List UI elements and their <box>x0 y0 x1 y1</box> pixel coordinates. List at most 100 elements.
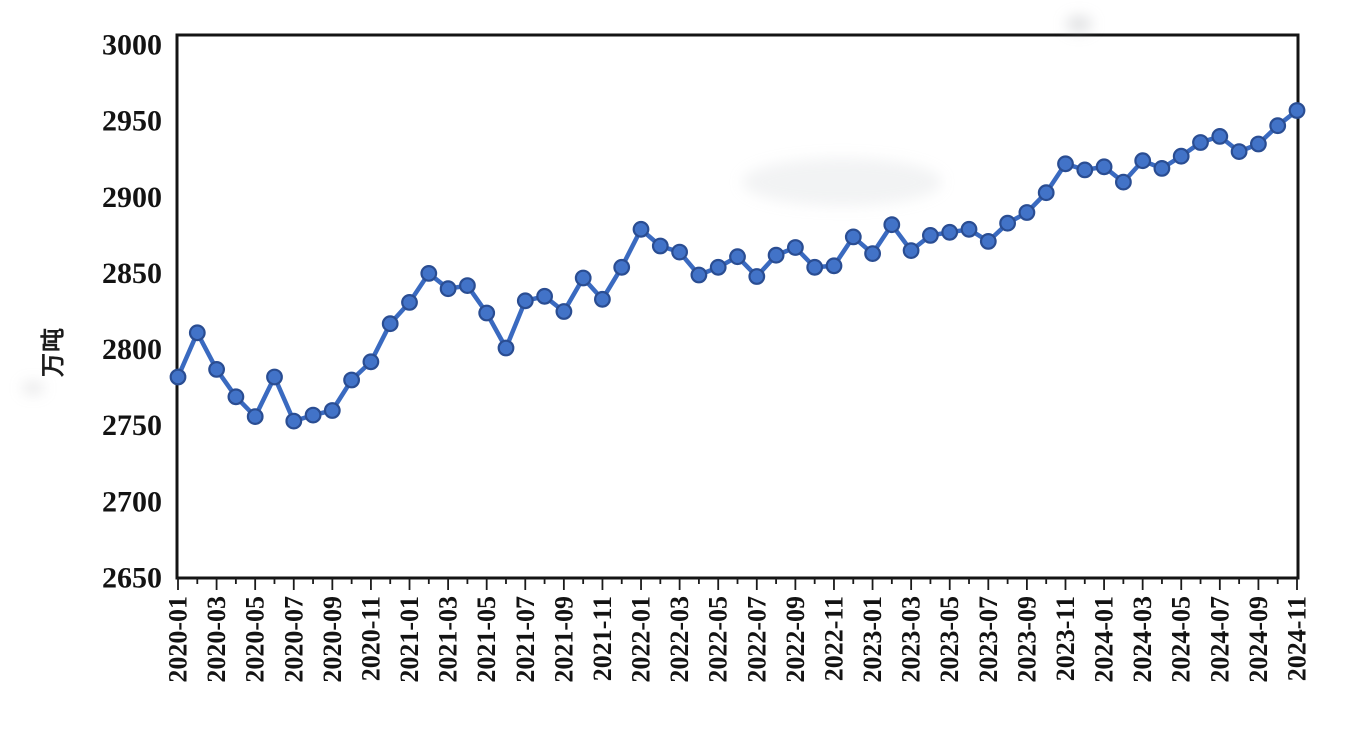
data-point-marker <box>825 257 843 275</box>
x-tick-label: 2020-05 <box>241 596 270 683</box>
data-point-marker <box>420 265 438 282</box>
data-point-marker <box>323 402 341 419</box>
data-point-marker <box>748 268 766 285</box>
data-point-marker <box>902 242 920 260</box>
data-point-marker <box>401 294 418 311</box>
x-tick-label: 2024-11 <box>1283 596 1312 681</box>
data-point-marker <box>979 232 997 250</box>
data-point-marker <box>459 277 476 295</box>
data-point-marker <box>188 324 206 342</box>
data-point-marker <box>1269 117 1287 135</box>
data-point-marker <box>304 406 322 424</box>
x-tick-label: 2022-07 <box>742 596 771 683</box>
data-point-marker <box>362 353 380 371</box>
data-point-marker <box>1095 158 1113 176</box>
data-point-marker <box>246 408 264 426</box>
x-tick-label: 2020-09 <box>318 596 347 683</box>
data-point-marker <box>787 239 804 256</box>
data-point-marker <box>960 220 978 238</box>
data-point-marker <box>729 248 746 266</box>
data-point-marker <box>227 388 245 406</box>
x-tick-label: 2022-11 <box>819 596 848 681</box>
data-point-marker <box>1153 159 1171 177</box>
x-tick-label: 2020-03 <box>202 596 231 683</box>
y-tick-label: 2750 <box>102 409 162 442</box>
x-tick-label: 2020-07 <box>279 596 308 683</box>
x-tick-label: 2020-11 <box>356 596 385 681</box>
x-tick-label: 2023-07 <box>974 596 1003 683</box>
data-point-marker <box>536 287 553 305</box>
x-tick-label: 2023-09 <box>1012 596 1041 683</box>
data-point-marker <box>1172 147 1190 165</box>
data-point-marker <box>690 266 708 284</box>
x-tick-label: 2023-03 <box>897 596 926 683</box>
y-tick-label: 2700 <box>102 485 162 518</box>
y-tick-label: 2900 <box>102 181 162 214</box>
data-point-marker <box>439 280 457 298</box>
data-point-marker <box>613 258 631 276</box>
data-point-marker <box>1018 204 1036 221</box>
data-point-marker <box>922 226 939 244</box>
data-point-marker <box>478 304 496 322</box>
x-tick-label: 2022-09 <box>781 596 810 683</box>
data-point-marker <box>1249 135 1267 153</box>
data-point-marker <box>169 368 187 386</box>
data-point-marker <box>1230 143 1248 161</box>
axes-frame <box>175 33 1300 580</box>
data-point-marker <box>343 371 361 389</box>
data-point-marker <box>864 245 881 263</box>
x-tick-label: 2021-03 <box>434 596 463 683</box>
data-point-marker <box>1037 184 1055 202</box>
y-tick-label: 3000 <box>102 29 162 62</box>
x-tick-label: 2024-01 <box>1090 596 1119 683</box>
data-point-marker <box>381 315 399 333</box>
y-tick-label: 2650 <box>102 562 162 595</box>
data-point-marker <box>1192 134 1209 151</box>
x-tick-label: 2021-05 <box>472 596 501 683</box>
data-point-marker <box>651 237 669 255</box>
data-point-marker <box>671 243 688 261</box>
x-tick-label: 2021-01 <box>395 596 424 683</box>
data-point-marker <box>806 258 824 276</box>
data-point-marker <box>1211 127 1229 145</box>
data-point-marker <box>516 292 534 310</box>
x-tick-label: 2023-05 <box>935 596 964 683</box>
x-tick-label: 2022-01 <box>627 596 656 683</box>
x-tick-label: 2024-09 <box>1244 596 1273 683</box>
data-point-marker <box>266 368 283 386</box>
data-point-marker <box>1076 161 1094 179</box>
data-point-marker <box>285 412 303 430</box>
y-tick-label: 2950 <box>102 105 162 138</box>
x-tick-label: 2024-07 <box>1205 596 1234 683</box>
data-point-marker <box>555 303 573 320</box>
x-tick-label: 2024-03 <box>1128 596 1157 683</box>
data-point-marker <box>1134 152 1152 170</box>
x-tick-label: 2022-03 <box>665 596 694 683</box>
x-tick-label: 2021-11 <box>588 596 617 681</box>
x-tick-label: 2022-05 <box>704 596 733 683</box>
data-point-marker <box>574 269 592 287</box>
x-tick-label: 2023-01 <box>858 596 887 683</box>
y-tick-label: 2800 <box>102 333 162 366</box>
data-point-marker <box>767 246 785 264</box>
data-point-marker <box>999 214 1016 232</box>
y-tick-label: 2850 <box>102 257 162 290</box>
x-tick-label: 2023-11 <box>1051 596 1080 681</box>
x-tick-label: 2024-05 <box>1167 596 1196 683</box>
data-point-marker <box>1057 155 1074 173</box>
data-point-marker <box>883 216 901 234</box>
x-tick-label: 2021-09 <box>549 596 578 683</box>
x-tick-label: 2020-01 <box>164 596 193 683</box>
x-tick-label: 2021-07 <box>511 596 540 683</box>
data-point-marker <box>844 228 862 246</box>
data-point-marker <box>632 220 650 238</box>
data-point-marker <box>941 223 959 241</box>
data-point-marker <box>594 290 611 308</box>
data-point-marker <box>1114 173 1132 191</box>
data-point-marker <box>709 258 727 276</box>
data-point-marker <box>497 339 515 357</box>
data-point-marker <box>208 361 226 378</box>
data-point-marker <box>1288 102 1306 119</box>
